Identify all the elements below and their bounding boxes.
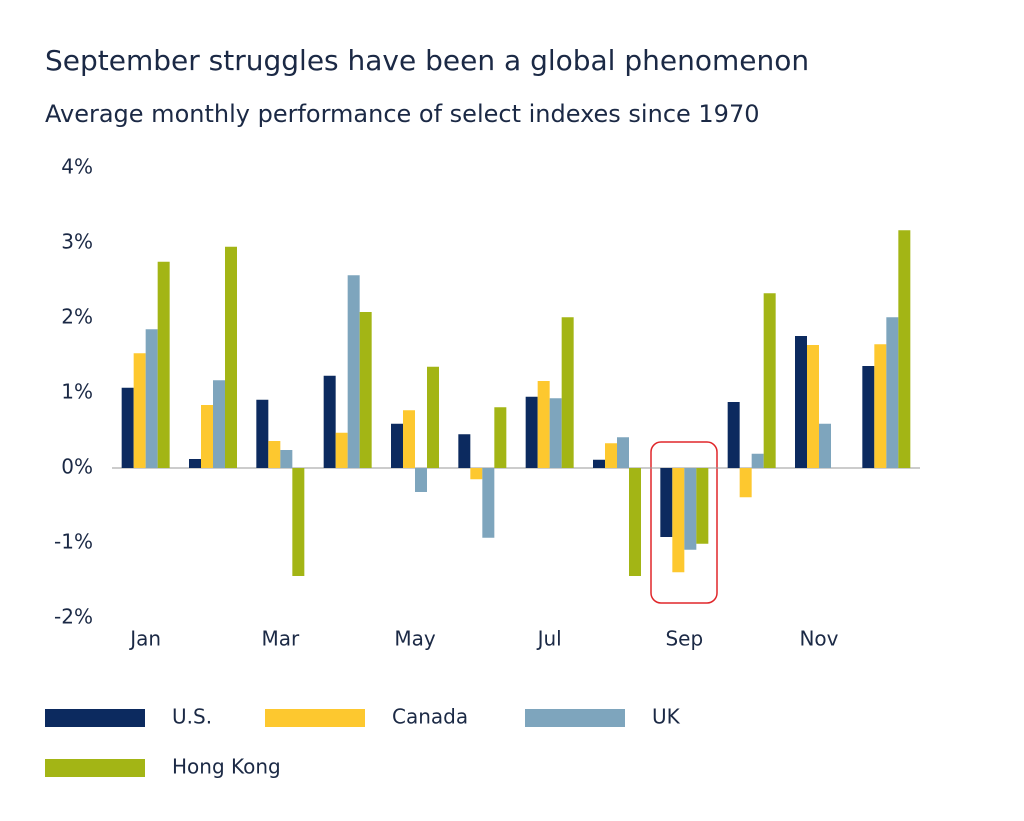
bar (145, 329, 158, 468)
bar (727, 402, 740, 468)
x-tick-label: Mar (261, 627, 300, 651)
bar (862, 366, 875, 468)
bar (807, 345, 819, 468)
bar (157, 261, 170, 468)
bar (696, 468, 709, 544)
bar (470, 468, 483, 480)
x-tick-label: Jan (128, 627, 161, 651)
bar (323, 375, 336, 468)
legend-label: UK (652, 705, 681, 729)
bar (751, 453, 764, 468)
bar (415, 468, 427, 492)
bar (256, 399, 269, 468)
bar (819, 423, 831, 468)
bar (121, 387, 134, 468)
y-tick-label: 3% (61, 230, 93, 254)
bar (359, 312, 372, 468)
bar (605, 443, 617, 468)
bar (672, 468, 685, 573)
bar (201, 405, 213, 468)
bar (537, 381, 550, 468)
bar (458, 434, 471, 468)
bar (494, 407, 507, 468)
legend-swatch (265, 709, 365, 727)
bar (684, 468, 697, 550)
y-tick-label: 4% (61, 155, 93, 179)
bar (403, 410, 415, 468)
bar (268, 441, 281, 468)
y-tick-label: -2% (54, 605, 93, 629)
y-tick-label: 2% (61, 305, 93, 329)
legend-label: U.S. (172, 705, 212, 729)
bar (795, 336, 807, 468)
x-tick-label: Sep (665, 627, 703, 651)
bar (898, 230, 911, 468)
bar (280, 450, 293, 468)
legend-label: Hong Kong (172, 755, 281, 779)
legend-swatch (45, 759, 145, 777)
bar (874, 344, 887, 468)
y-tick-label: 1% (61, 380, 93, 404)
legend-swatch (45, 709, 145, 727)
bar (225, 246, 237, 468)
bar (427, 366, 439, 468)
bar (763, 293, 776, 468)
x-tick-label: May (394, 627, 436, 651)
x-tick-label: Jul (536, 627, 562, 651)
bar (189, 459, 201, 468)
chart-title: September struggles have been a global p… (45, 44, 809, 77)
bar (629, 468, 641, 576)
legend-swatch (525, 709, 625, 727)
bar (292, 468, 305, 576)
legend-label: Canada (392, 705, 468, 729)
bar (347, 275, 360, 468)
bar (525, 396, 538, 468)
chart-subtitle: Average monthly performance of select in… (45, 100, 759, 128)
bar (617, 437, 629, 468)
bar (213, 380, 225, 468)
bar (886, 317, 899, 468)
y-tick-label: 0% (61, 455, 93, 479)
y-tick-label: -1% (54, 530, 93, 554)
bar (739, 468, 752, 498)
bar (549, 398, 562, 468)
highlight-box (650, 441, 718, 604)
bar (133, 353, 146, 468)
bar (660, 468, 673, 537)
bar (593, 459, 605, 468)
bar (561, 317, 574, 468)
bar (391, 423, 403, 468)
bar (482, 468, 495, 538)
bar (335, 432, 348, 468)
x-tick-label: Nov (799, 627, 838, 651)
